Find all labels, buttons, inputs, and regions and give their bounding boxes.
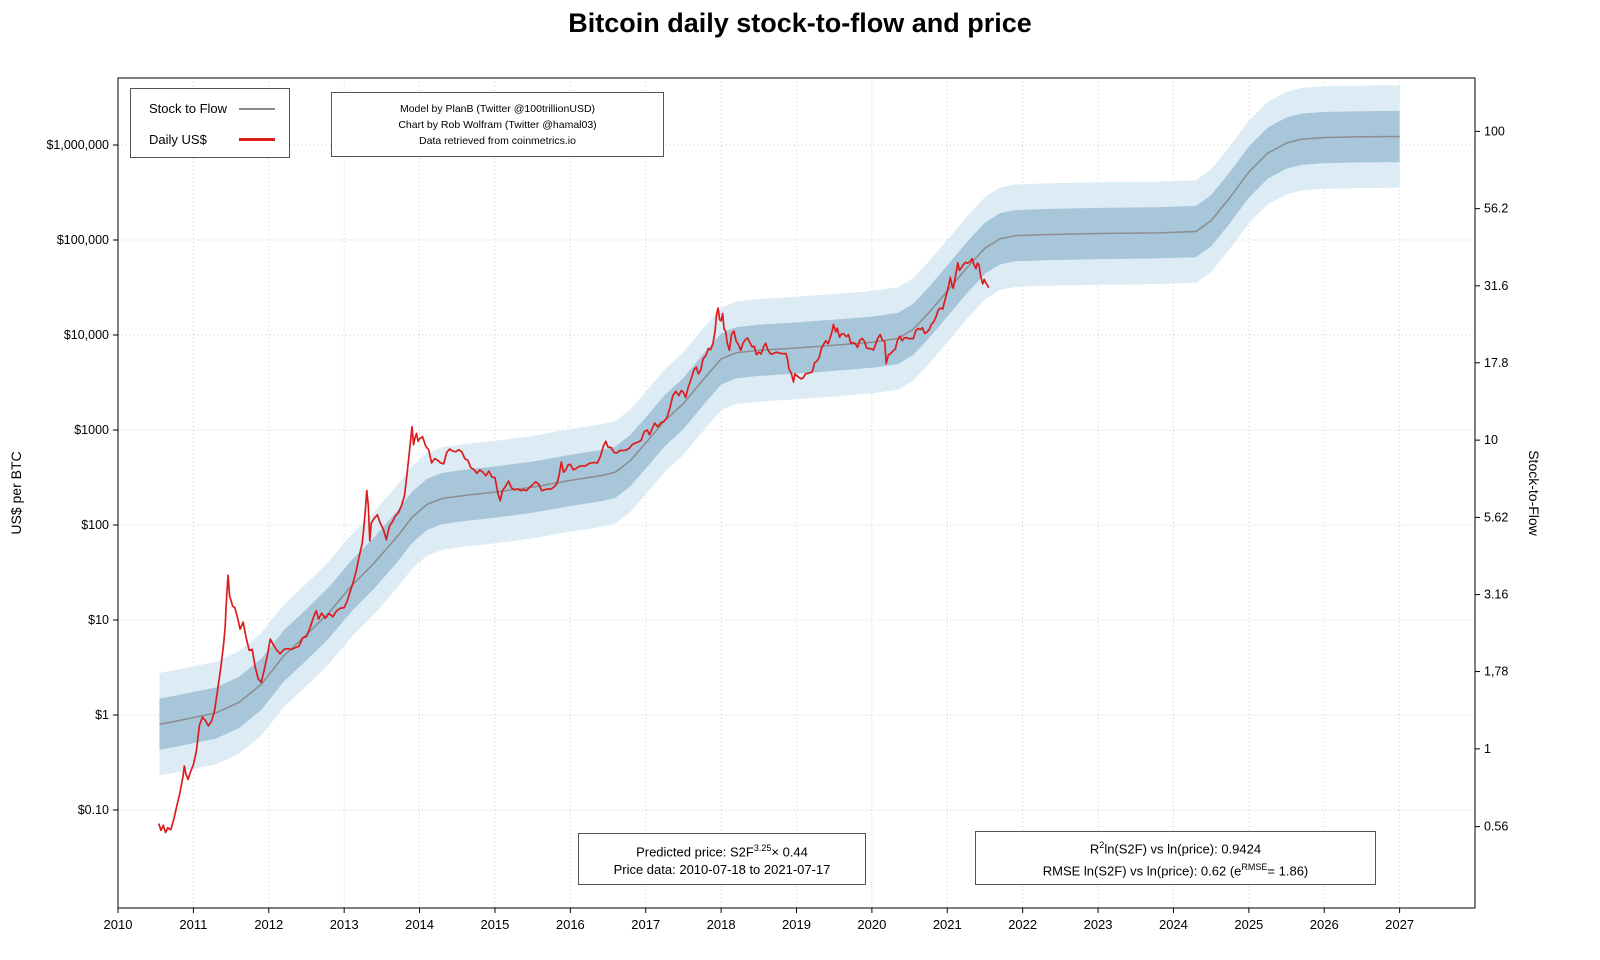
x-tick-label: 2027 bbox=[1385, 917, 1414, 932]
right-tick-label: 5.62 bbox=[1484, 510, 1508, 524]
left-tick-label: $100,000 bbox=[57, 233, 109, 247]
x-tick-label: 2020 bbox=[857, 917, 886, 932]
x-tick-label: 2025 bbox=[1234, 917, 1263, 932]
left-tick-label: $100 bbox=[81, 518, 109, 532]
credits-box: Model by PlanB (Twitter @100trillionUSD)… bbox=[331, 92, 664, 157]
x-tick-label: 2024 bbox=[1159, 917, 1188, 932]
x-tick-label: 2016 bbox=[556, 917, 585, 932]
x-tick-label: 2018 bbox=[707, 917, 736, 932]
left-tick-label: $10 bbox=[88, 613, 109, 627]
x-tick-label: 2026 bbox=[1310, 917, 1339, 932]
credit-data: Data retrieved from coinmetrics.io bbox=[419, 134, 576, 147]
s2f-line-swatch bbox=[239, 107, 275, 110]
predicted-price-formula: Predicted price: S2F3.25× 0.44 bbox=[636, 842, 808, 860]
daily-price-line bbox=[157, 257, 990, 834]
right-tick-label: 3.16 bbox=[1484, 588, 1508, 602]
x-tick-label: 2015 bbox=[480, 917, 509, 932]
right-tick-label: 31.6 bbox=[1484, 279, 1508, 293]
x-tick-label: 2011 bbox=[179, 917, 207, 932]
legend-label-s2f: Stock to Flow bbox=[149, 101, 228, 116]
right-tick-label: 1 bbox=[1484, 742, 1491, 756]
s2f-model-line bbox=[159, 135, 1400, 725]
price-line-swatch bbox=[239, 138, 275, 141]
left-tick-label: $0.10 bbox=[78, 803, 109, 817]
predicted-price-box: Predicted price: S2F3.25× 0.44 Price dat… bbox=[578, 833, 866, 885]
left-tick-label: $1 bbox=[95, 708, 109, 722]
confidence-band-outer bbox=[159, 85, 1400, 776]
x-tick-label: 2021 bbox=[933, 917, 962, 932]
x-tick-label: 2014 bbox=[405, 917, 434, 932]
left-tick-label: $10,000 bbox=[64, 328, 109, 342]
legend: Stock to Flow Daily US$ bbox=[130, 88, 290, 158]
rmse-stat: RMSE ln(S2F) vs ln(price): 0.62 (eRMSE= … bbox=[1042, 862, 1309, 879]
x-tick-label: 2013 bbox=[330, 917, 359, 932]
r-squared-stat: R2ln(S2F) vs ln(price): 0.9424 bbox=[1089, 839, 1262, 856]
right-axis-title: Stock-to-Flow bbox=[1526, 450, 1542, 536]
x-tick-label: 2023 bbox=[1084, 917, 1113, 932]
right-tick-label: 56.2 bbox=[1484, 202, 1508, 216]
right-tick-label: 0.56 bbox=[1484, 820, 1508, 834]
legend-item-price: Daily US$ bbox=[149, 132, 275, 147]
credit-chart: Chart by Rob Wolfram (Twitter @hamal03) bbox=[398, 118, 597, 131]
price-data-range: Price data: 2010-07-18 to 2021-07-17 bbox=[613, 862, 831, 878]
left-tick-label: $1000 bbox=[74, 423, 109, 437]
confidence-band-inner bbox=[159, 110, 1400, 750]
legend-item-s2f: Stock to Flow bbox=[149, 101, 275, 116]
right-tick-label: 17.8 bbox=[1484, 356, 1508, 370]
credit-model: Model by PlanB (Twitter @100trillionUSD) bbox=[399, 102, 596, 115]
left-axis-title: US$ per BTC bbox=[8, 451, 24, 535]
x-tick-label: 2012 bbox=[254, 917, 283, 932]
x-tick-label: 2010 bbox=[104, 917, 133, 932]
x-tick-label: 2022 bbox=[1008, 917, 1037, 932]
right-tick-label: 10 bbox=[1484, 433, 1498, 447]
right-tick-label: 100 bbox=[1484, 124, 1505, 138]
right-tick-label: 1,78 bbox=[1484, 665, 1508, 679]
x-tick-label: 2019 bbox=[782, 917, 811, 932]
left-tick-label: $1,000,000 bbox=[46, 138, 109, 152]
fit-stats-box: R2ln(S2F) vs ln(price): 0.9424 RMSE ln(S… bbox=[975, 831, 1376, 885]
legend-label-price: Daily US$ bbox=[149, 132, 207, 147]
chart-title: Bitcoin daily stock-to-flow and price bbox=[568, 8, 1032, 38]
x-tick-label: 2017 bbox=[631, 917, 660, 932]
